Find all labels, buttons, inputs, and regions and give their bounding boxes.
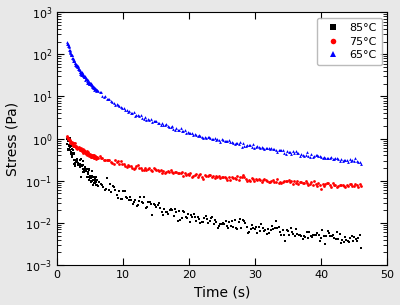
75°C (65, 134, 70, 138)
Line: 65°C: 65°C (66, 40, 362, 166)
85°C (67, 136, 72, 140)
75°C (64, 135, 69, 139)
85°C (199, 220, 204, 224)
65°C (359, 162, 364, 166)
Legend: 85°C, 75°C, 65°C: 85°C, 75°C, 65°C (317, 18, 382, 66)
85°C (206, 221, 211, 225)
75°C (154, 168, 159, 172)
75°C (190, 175, 194, 179)
75°C (293, 181, 298, 185)
85°C (323, 242, 328, 246)
X-axis label: Time (s): Time (s) (194, 285, 250, 300)
75°C (359, 184, 364, 188)
75°C (79, 148, 84, 152)
65°C (64, 40, 69, 44)
65°C (152, 120, 157, 123)
85°C (298, 233, 302, 237)
65°C (206, 135, 211, 138)
65°C (289, 152, 294, 156)
65°C (78, 70, 83, 74)
85°C (65, 142, 70, 145)
Line: 75°C: 75°C (66, 135, 362, 190)
75°C (319, 187, 324, 191)
85°C (198, 221, 203, 224)
85°C (64, 137, 69, 141)
Y-axis label: Stress (Pa): Stress (Pa) (6, 102, 20, 176)
75°C (290, 182, 295, 185)
65°C (292, 152, 297, 155)
85°C (359, 246, 364, 250)
Line: 85°C: 85°C (66, 137, 362, 249)
75°C (208, 174, 213, 177)
65°C (188, 131, 193, 135)
